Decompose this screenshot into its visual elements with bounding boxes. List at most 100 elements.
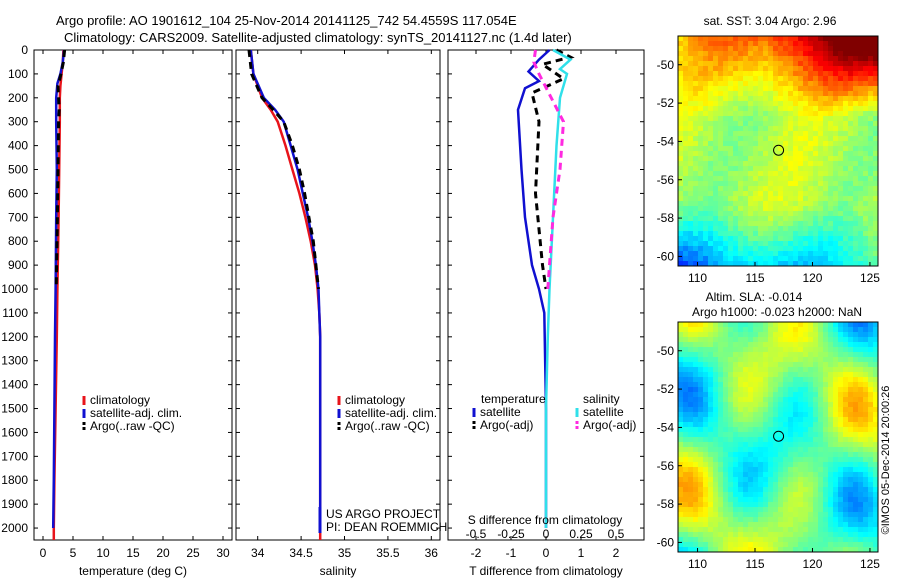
sla-map-cell [738, 337, 744, 343]
sla-map-cell [788, 482, 794, 488]
sla-map-cell [868, 487, 874, 493]
sla-map-cell [753, 347, 759, 353]
sla-map-cell [758, 502, 764, 508]
sst-map-cell [793, 106, 799, 112]
sst-map-cell [778, 51, 784, 57]
sla-map-cell [683, 497, 689, 503]
sst-map-cell [803, 101, 809, 107]
sla-map-cell [778, 537, 784, 543]
sla-map-cell [848, 447, 854, 453]
sla-map-cell [728, 342, 734, 348]
sst-map-cell [688, 201, 694, 207]
sla-map-cell [768, 462, 774, 468]
sst-map-cell [718, 216, 724, 222]
sla-map-cell [768, 457, 774, 463]
sst-map-cell [703, 111, 709, 117]
sla-map-cell [848, 352, 854, 358]
sla-map-cell [783, 472, 789, 478]
sla-map-cell [853, 457, 859, 463]
sla-map-cell [833, 512, 839, 518]
sla-map-cell [863, 377, 869, 383]
sst-map-cell [783, 71, 789, 77]
sst-map-cell [708, 91, 714, 97]
sla-map-cell [728, 487, 734, 493]
sst-map-cell [738, 51, 744, 57]
sst-map-cell [753, 81, 759, 87]
sla-map-cell [873, 507, 878, 513]
sla-map-cell [838, 322, 844, 328]
sst-map-cell [733, 161, 739, 167]
sst-map-cell [678, 131, 684, 137]
sla-map-cell [843, 372, 849, 378]
sla-map-cell [693, 372, 699, 378]
sst-map-cell [748, 206, 754, 212]
sla-map-cell [688, 502, 694, 508]
sst-map-cell [708, 216, 714, 222]
sst-map-cell [783, 171, 789, 177]
sla-map-title: Altim. SLA: -0.014 [706, 290, 803, 304]
sst-map-cell [703, 206, 709, 212]
sst-map-cell [763, 46, 769, 52]
sst-map-cell [728, 196, 734, 202]
sla-map-cell [678, 347, 684, 353]
sla-map-cell [698, 392, 704, 398]
sst-map-cell [808, 226, 814, 232]
sla-map-cell [698, 487, 704, 493]
sla-map-cell [758, 497, 764, 503]
sla-map-cell [718, 507, 724, 513]
sst-map-cell [733, 231, 739, 237]
sst-map-cell [703, 131, 709, 137]
sla-map-cell [793, 397, 799, 403]
sst-map-cell [733, 201, 739, 207]
sla-map-cell [848, 517, 854, 523]
sla-map-cell [823, 392, 829, 398]
sst-map-cell [743, 91, 749, 97]
sst-map-cell [713, 116, 719, 122]
sla-map-cell [688, 367, 694, 373]
sst-map-title: sat. SST: 3.04 Argo: 2.96 [704, 14, 837, 28]
sst-map-cell [758, 261, 764, 266]
sla-map-cell [733, 467, 739, 473]
sla-map-cell [698, 517, 704, 523]
sla-map-cell [813, 547, 819, 552]
sla-map-cell [758, 482, 764, 488]
sst-map-cell [838, 51, 844, 57]
sst-map-cell [853, 66, 859, 72]
sst-map-cell [788, 161, 794, 167]
sla-map-cell [728, 332, 734, 338]
sst-map-cell [858, 51, 864, 57]
sst-map-cell [708, 146, 714, 152]
sst-map-cell [818, 191, 824, 197]
sla-map-cell [688, 377, 694, 383]
sla-map-cell [808, 447, 814, 453]
sst-map-cell [868, 156, 874, 162]
sst-map-cell [803, 91, 809, 97]
sla-map-cell [823, 357, 829, 363]
sst-map-cell [778, 221, 784, 227]
sla-map-cell [803, 472, 809, 478]
sla-map-cell [723, 547, 729, 552]
sst-map-cell [813, 156, 819, 162]
sst-map-cell [873, 91, 878, 97]
sla-map-cell [813, 322, 819, 328]
sst-map-cell [748, 201, 754, 207]
sla-map-cell [873, 492, 878, 498]
sst-map-cell [803, 251, 809, 257]
sst-map-cell [738, 211, 744, 217]
sst-map-cell [718, 161, 724, 167]
sla-map-cell [773, 452, 779, 458]
sst-map-cell [813, 81, 819, 87]
sst-map-cell [708, 251, 714, 257]
sst-map-cell [793, 196, 799, 202]
sla-map-cell [858, 462, 864, 468]
sst-map-cell [838, 66, 844, 72]
sst-map-cell [773, 61, 779, 67]
sla-map-cell [843, 497, 849, 503]
sla-map-cell [858, 327, 864, 333]
sst-map-cell [763, 66, 769, 72]
sst-map-cell [683, 126, 689, 132]
sst-map-cell [788, 181, 794, 187]
sla-map-cell [748, 492, 754, 498]
sla-map-cell [808, 452, 814, 458]
sla-map-cell [838, 392, 844, 398]
